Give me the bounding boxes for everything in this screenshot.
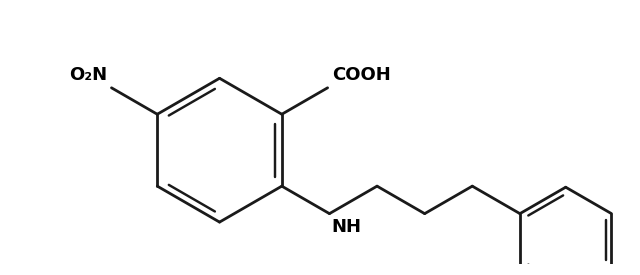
Text: COOH: COOH: [332, 65, 390, 84]
Text: NH: NH: [332, 218, 362, 236]
Text: O₂N: O₂N: [69, 65, 108, 84]
